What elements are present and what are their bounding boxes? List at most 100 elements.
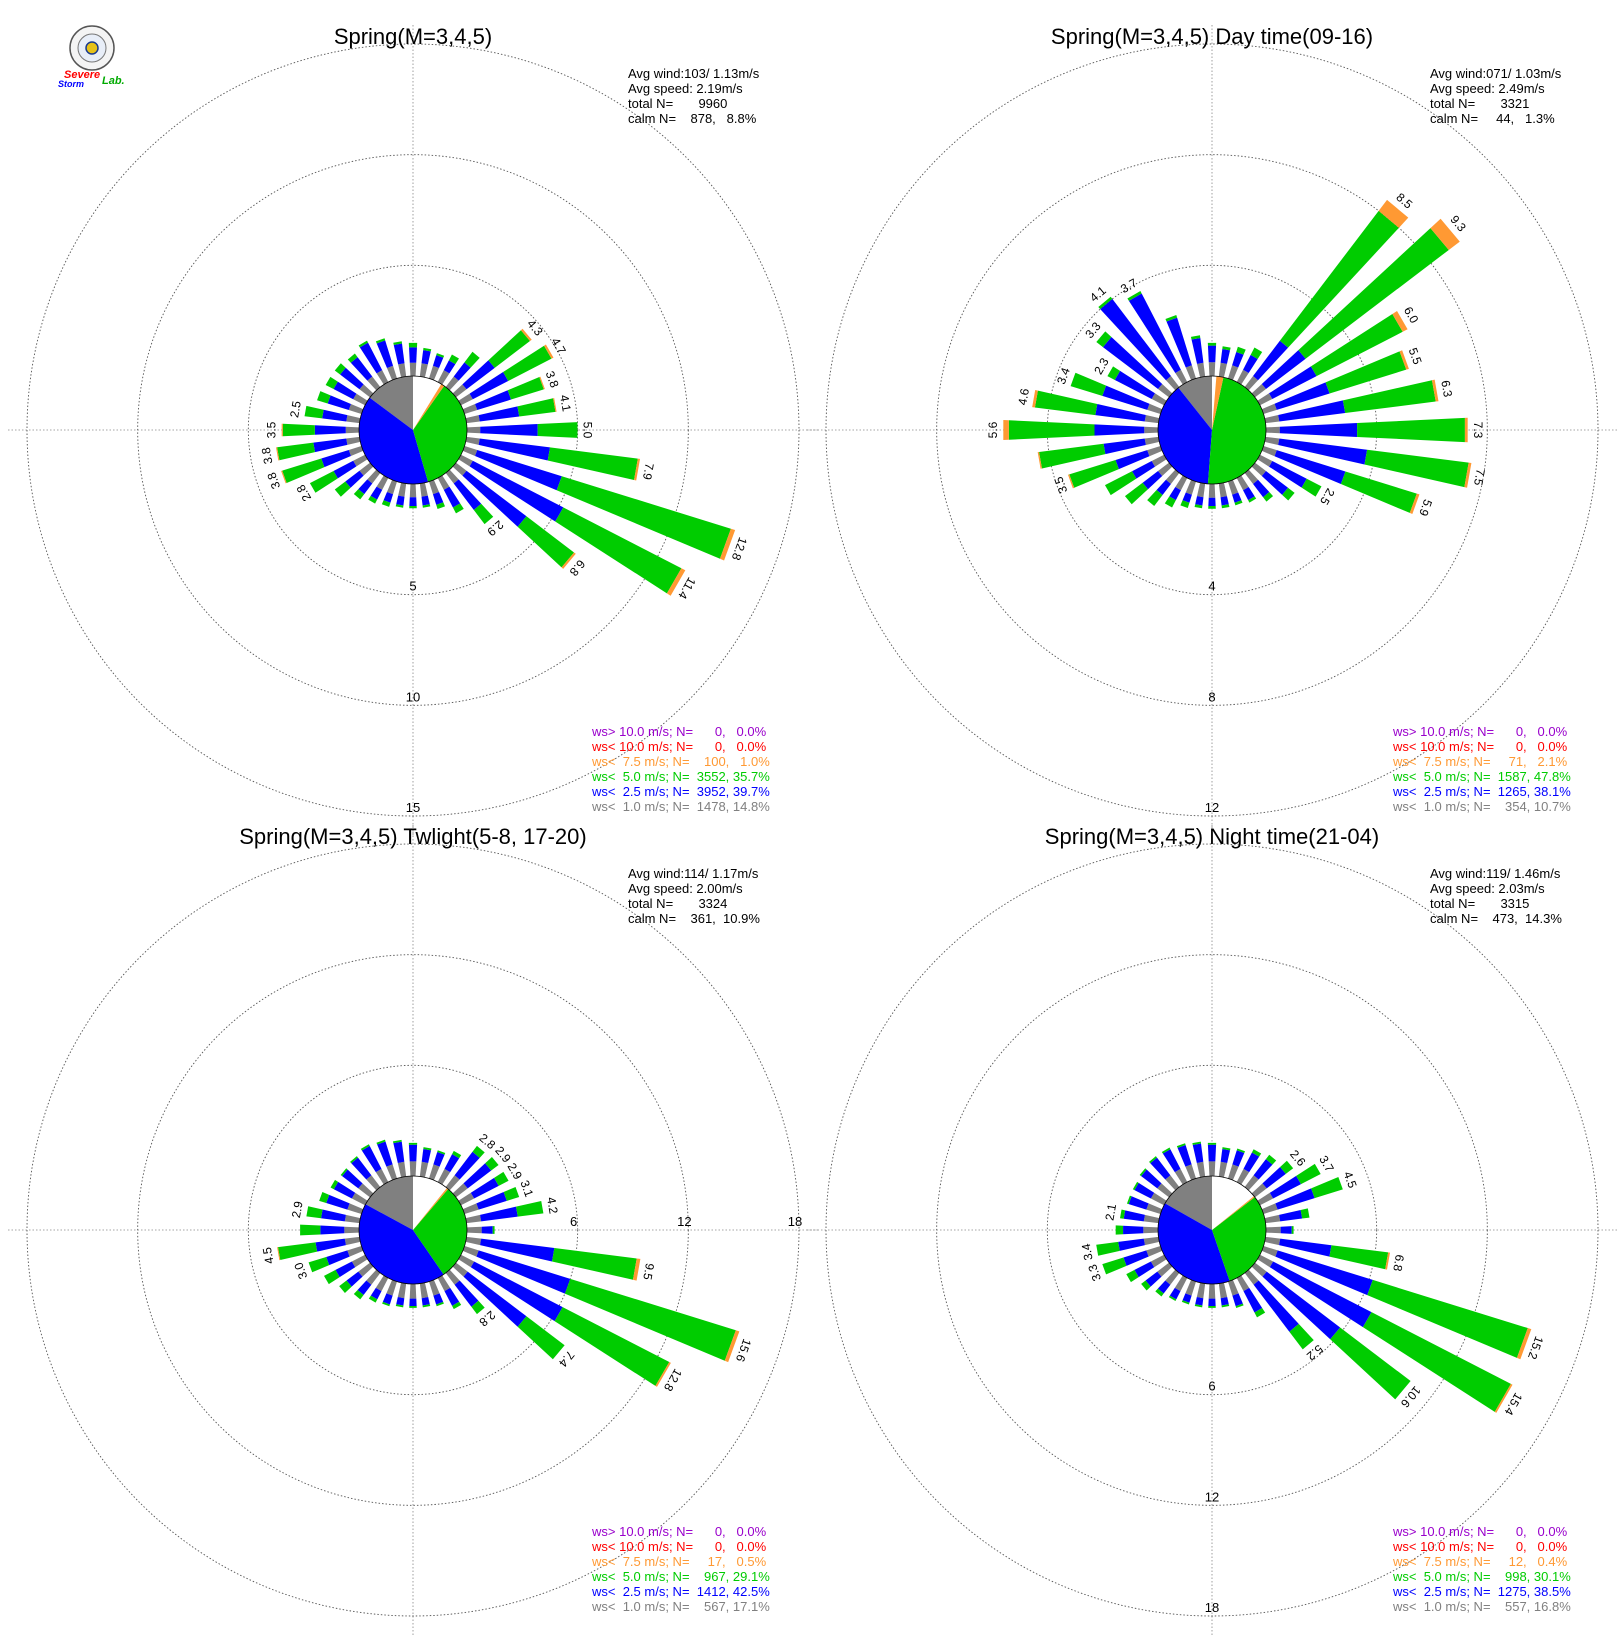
sector-bar-segment bbox=[1208, 497, 1216, 507]
sector-bar-segment bbox=[1232, 492, 1242, 503]
sector-bar-segment bbox=[1150, 1157, 1171, 1180]
sector-bar-segment bbox=[1311, 1177, 1343, 1199]
sector-bar-segment bbox=[409, 483, 417, 498]
sector-bar-segment bbox=[368, 1295, 378, 1303]
sector-bar-segment bbox=[1194, 1304, 1203, 1308]
sector-bar-segment bbox=[480, 1238, 555, 1262]
sector-bar-130 bbox=[1251, 1262, 1411, 1400]
sector-bar-segment bbox=[1342, 380, 1436, 414]
sector-bar-segment bbox=[1261, 1246, 1278, 1257]
sector-bar-segment bbox=[304, 405, 324, 419]
sector-bar-segment bbox=[1180, 500, 1190, 508]
sector-bar-100 bbox=[465, 436, 641, 481]
sector-bar-segment bbox=[346, 436, 361, 445]
sector-bar-segment bbox=[632, 1258, 641, 1281]
sector-bar-segment bbox=[1158, 462, 1173, 477]
sector-bar-segment bbox=[1147, 403, 1163, 414]
sector-bar-segment bbox=[398, 363, 407, 378]
range-ring-label-3: 15 bbox=[406, 800, 420, 815]
sector-bar-segment bbox=[1177, 1144, 1192, 1167]
sector-bar-segment bbox=[465, 415, 480, 424]
chart-title: Spring(M=3,4,5) Night time(21-04) bbox=[1045, 824, 1379, 849]
sector-bar-segment bbox=[1208, 1161, 1216, 1177]
sector-bar-260 bbox=[275, 436, 361, 461]
sector-bar-segment bbox=[1208, 1298, 1216, 1307]
sector-bar-label: 7.9 bbox=[640, 462, 657, 481]
stat-line-2: Avg speed: 2.00m/s bbox=[628, 881, 743, 896]
sector-bar-segment bbox=[1158, 383, 1173, 398]
sector-bar-150 bbox=[1236, 1275, 1266, 1318]
sector-bar-segment bbox=[281, 470, 287, 484]
sector-bar-segment bbox=[1208, 1283, 1216, 1299]
sector-bar-segment bbox=[476, 1250, 571, 1294]
sector-bar-10 bbox=[419, 347, 432, 378]
sector-bar-segment bbox=[1134, 1182, 1155, 1199]
sector-bar-segment bbox=[1220, 1148, 1231, 1163]
sector-bar-segment bbox=[314, 425, 346, 435]
sector-bar-segment bbox=[1132, 461, 1155, 479]
sector-bar-label: 3.7 bbox=[1316, 1153, 1337, 1175]
sector-bar-segment bbox=[419, 363, 428, 378]
sector-bar-10 bbox=[419, 1147, 432, 1178]
sector-bar-segment bbox=[1207, 1144, 1217, 1162]
sector-bar-segment bbox=[1265, 426, 1280, 434]
sector-bar-label: 3.8 bbox=[543, 369, 562, 390]
sector-bar-segment bbox=[429, 1279, 440, 1296]
sector-bar-segment bbox=[419, 1282, 429, 1299]
sector-bar-segment bbox=[1282, 487, 1295, 501]
range-ring-1 bbox=[247, 264, 579, 596]
sector-bar-segment bbox=[1244, 1175, 1259, 1191]
legend-entry-3: ws< 7.5 m/s; N= 71, 2.1% bbox=[1392, 754, 1568, 769]
pie-slice-ws-lt-7-5 bbox=[1212, 376, 1224, 430]
sector-bar-segment bbox=[1037, 452, 1042, 469]
sector-bar-segment bbox=[433, 1293, 444, 1305]
sector-bar-segment bbox=[1150, 1192, 1167, 1206]
sector-bar-segment bbox=[1362, 1312, 1511, 1412]
range-ring-2 bbox=[936, 954, 1488, 1506]
sector-bar-segment bbox=[422, 1304, 431, 1308]
sector-bar-segment bbox=[1228, 1279, 1239, 1296]
sector-bar-segment bbox=[1207, 1142, 1217, 1145]
sector-bar-segment bbox=[1104, 471, 1137, 496]
sector-bar-segment bbox=[1218, 482, 1227, 498]
sector-bar-320 bbox=[350, 1156, 381, 1191]
sector-bar-segment bbox=[319, 1191, 330, 1204]
sector-bar-segment bbox=[1147, 489, 1163, 507]
sector-bar-segment bbox=[1430, 218, 1460, 250]
sector-bar-segment bbox=[1102, 385, 1150, 410]
sector-bar-40 bbox=[1244, 199, 1409, 391]
sector-bar-segment bbox=[1264, 1214, 1281, 1224]
sector-bar-segment bbox=[1254, 1307, 1266, 1318]
sector-bar-segment bbox=[452, 503, 464, 514]
sector-bar-60 bbox=[1257, 1163, 1321, 1206]
sector-bar-segment bbox=[492, 1226, 495, 1234]
sector-bar-segment bbox=[444, 1154, 460, 1173]
sector-bar-290 bbox=[1126, 1195, 1163, 1214]
sector-bar-segment bbox=[458, 1192, 475, 1206]
sector-bar-270 bbox=[1115, 1225, 1159, 1235]
stat-line-2: Avg speed: 2.19m/s bbox=[628, 81, 743, 96]
sector-bar-segment bbox=[1039, 443, 1106, 469]
sector-bar-segment bbox=[367, 376, 381, 391]
pie-slice-ws-lt-2-5 bbox=[1158, 387, 1212, 484]
sector-bar-segment bbox=[1175, 369, 1188, 385]
sector-bar-segment bbox=[386, 365, 397, 381]
sector-bar-segment bbox=[1228, 365, 1239, 381]
sector-bar-segment bbox=[1235, 1303, 1244, 1308]
sector-bar-label: 2.3 bbox=[1091, 355, 1112, 377]
sector-bar-segment bbox=[488, 330, 530, 368]
sector-bar-170 bbox=[419, 482, 431, 508]
sector-bar-segment bbox=[1067, 474, 1075, 489]
sector-bar-segment bbox=[1195, 1297, 1204, 1306]
sector-bar-140 bbox=[445, 469, 494, 525]
sector-bar-segment bbox=[1096, 1241, 1120, 1256]
sector-bar-segment bbox=[1128, 1196, 1149, 1210]
sector-bar-250 bbox=[308, 1246, 364, 1273]
sector-bar-segment bbox=[325, 376, 338, 390]
sector-bar-segment bbox=[453, 362, 471, 381]
sector-bar-segment bbox=[437, 1168, 451, 1185]
sector-bar-segment bbox=[1115, 1225, 1124, 1235]
sector-bar-segment bbox=[308, 1256, 330, 1273]
sector-bar-220 bbox=[1147, 469, 1180, 507]
sector-bar-310 bbox=[1096, 331, 1173, 398]
